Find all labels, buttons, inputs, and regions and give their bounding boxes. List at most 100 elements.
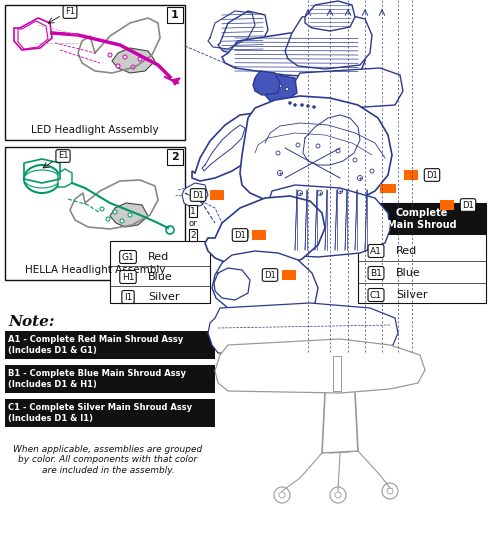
Text: G1: G1 [122, 253, 134, 262]
Text: 2: 2 [190, 230, 196, 239]
Text: Note:: Note: [8, 315, 54, 329]
Polygon shape [290, 68, 403, 110]
Text: Silver: Silver [148, 292, 180, 302]
Polygon shape [212, 251, 318, 318]
FancyBboxPatch shape [358, 203, 486, 303]
Circle shape [370, 169, 374, 173]
Polygon shape [205, 196, 325, 271]
Circle shape [278, 85, 281, 87]
Text: 1: 1 [190, 206, 196, 215]
Circle shape [270, 88, 274, 92]
Circle shape [123, 55, 127, 59]
FancyBboxPatch shape [235, 230, 249, 238]
Polygon shape [285, 13, 372, 69]
Polygon shape [265, 185, 390, 257]
Text: F1: F1 [65, 7, 75, 17]
FancyBboxPatch shape [252, 230, 266, 240]
Polygon shape [215, 339, 425, 393]
Text: E1: E1 [58, 151, 68, 160]
Polygon shape [253, 71, 280, 95]
Polygon shape [222, 33, 365, 78]
Text: D1: D1 [192, 190, 204, 199]
Circle shape [316, 144, 320, 148]
Circle shape [274, 487, 290, 503]
Circle shape [278, 171, 282, 175]
Circle shape [276, 151, 280, 155]
Circle shape [131, 65, 135, 69]
Text: C1: C1 [370, 290, 382, 300]
Circle shape [382, 483, 398, 499]
Circle shape [113, 210, 117, 214]
Polygon shape [265, 75, 297, 103]
Text: 1: 1 [171, 10, 179, 20]
Circle shape [353, 158, 357, 162]
Circle shape [306, 104, 310, 108]
Polygon shape [305, 1, 355, 31]
Polygon shape [208, 303, 398, 355]
FancyBboxPatch shape [167, 149, 183, 165]
Circle shape [312, 106, 316, 109]
Text: Blue: Blue [396, 268, 421, 278]
Polygon shape [110, 203, 148, 227]
Circle shape [138, 57, 142, 61]
FancyBboxPatch shape [167, 7, 183, 23]
Text: D1: D1 [426, 171, 438, 180]
Polygon shape [218, 11, 268, 55]
Circle shape [335, 492, 341, 498]
Circle shape [330, 487, 346, 503]
Text: Red: Red [148, 252, 169, 262]
FancyBboxPatch shape [5, 399, 215, 427]
Text: H1: H1 [122, 272, 134, 281]
Circle shape [100, 207, 104, 211]
Text: A1: A1 [370, 246, 382, 255]
Ellipse shape [24, 165, 60, 193]
Circle shape [318, 190, 322, 196]
FancyBboxPatch shape [358, 203, 486, 235]
FancyBboxPatch shape [110, 241, 210, 303]
Circle shape [298, 190, 302, 196]
Text: I1: I1 [124, 293, 132, 302]
Circle shape [286, 87, 288, 91]
Text: B1 - Complete Blue Main Shroud Assy
(Includes D1 & H1): B1 - Complete Blue Main Shroud Assy (Inc… [8, 369, 186, 389]
Circle shape [116, 64, 120, 68]
Text: D1: D1 [264, 271, 276, 279]
Polygon shape [112, 48, 155, 73]
Polygon shape [14, 18, 52, 50]
Text: or: or [188, 219, 198, 228]
Text: A1 - Complete Red Main Shroud Assy
(Includes D1 & G1): A1 - Complete Red Main Shroud Assy (Incl… [8, 335, 183, 354]
Circle shape [300, 103, 304, 107]
Polygon shape [192, 113, 265, 181]
Polygon shape [172, 78, 180, 85]
Text: D1: D1 [234, 230, 246, 239]
Circle shape [108, 53, 112, 57]
Circle shape [387, 488, 393, 494]
FancyBboxPatch shape [440, 200, 454, 210]
Circle shape [358, 175, 362, 181]
Circle shape [336, 149, 340, 153]
Text: HELLA Headlight Assembly: HELLA Headlight Assembly [25, 265, 165, 275]
FancyBboxPatch shape [404, 170, 418, 180]
Circle shape [106, 217, 110, 221]
Text: LED Headlight Assembly: LED Headlight Assembly [31, 125, 159, 135]
Circle shape [120, 219, 124, 223]
Circle shape [166, 226, 174, 234]
Text: C1 - Complete Silver Main Shroud Assy
(Includes D1 & I1): C1 - Complete Silver Main Shroud Assy (I… [8, 403, 192, 423]
Text: Silver: Silver [396, 290, 428, 300]
Text: B1: B1 [370, 269, 382, 278]
Text: When applicable, assemblies are grouped
by color. All components with that color: When applicable, assemblies are grouped … [14, 445, 202, 475]
FancyBboxPatch shape [210, 190, 224, 200]
Circle shape [279, 492, 285, 498]
Polygon shape [58, 169, 72, 187]
FancyBboxPatch shape [333, 356, 341, 391]
Text: 2: 2 [171, 152, 179, 162]
Polygon shape [182, 183, 208, 208]
Text: Blue: Blue [148, 272, 173, 282]
FancyBboxPatch shape [380, 184, 396, 193]
Circle shape [288, 101, 292, 104]
Text: Complete
Main Shroud: Complete Main Shroud [387, 208, 457, 230]
Polygon shape [18, 21, 48, 49]
Circle shape [296, 143, 300, 147]
Text: D1: D1 [462, 200, 474, 209]
FancyBboxPatch shape [5, 147, 185, 280]
FancyBboxPatch shape [282, 270, 296, 280]
